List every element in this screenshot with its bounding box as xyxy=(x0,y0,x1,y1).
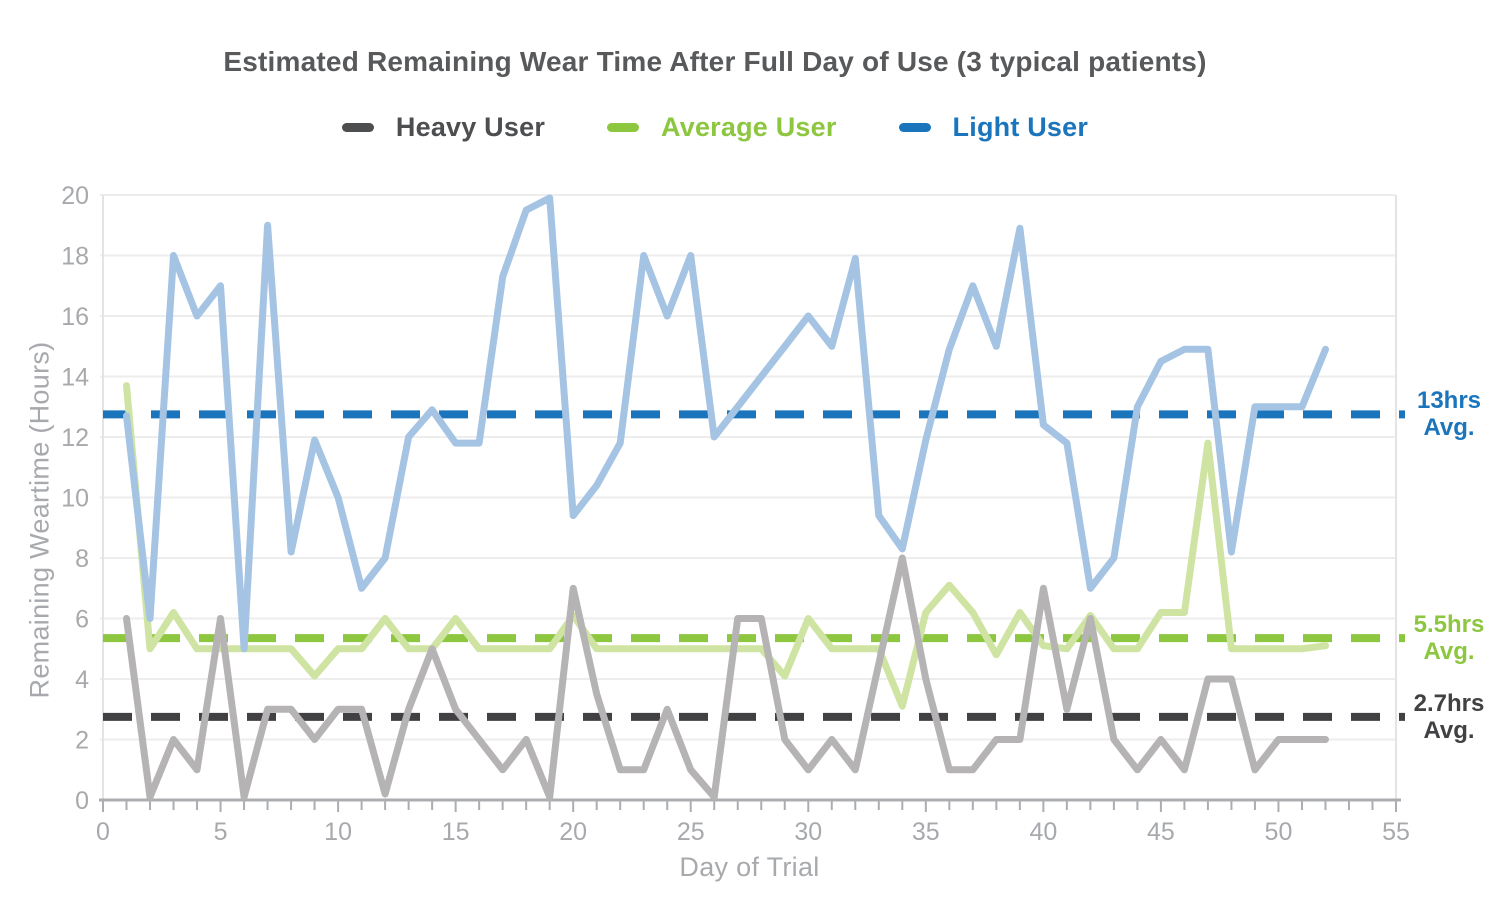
x-tick-label-50: 50 xyxy=(1265,818,1293,846)
y-tick-label-14: 14 xyxy=(61,364,89,392)
avg-label-value: 2.7hrs xyxy=(1413,689,1485,717)
avg-label-value: 13hrs xyxy=(1416,387,1482,415)
y-tick-label-6: 6 xyxy=(75,606,89,634)
x-tick-label-55: 55 xyxy=(1382,818,1410,846)
x-tick-label-20: 20 xyxy=(559,818,587,846)
x-tick-label-35: 35 xyxy=(912,818,940,846)
y-tick-label-12: 12 xyxy=(61,424,89,452)
legend-label: Light User xyxy=(952,112,1089,142)
legend-item-average-user: Average User xyxy=(607,112,837,143)
x-tick-label-10: 10 xyxy=(324,818,352,846)
y-axis-title: Remaining Weartime (Hours) xyxy=(24,341,55,699)
legend-label: Heavy User xyxy=(395,112,546,142)
y-tick-label-4: 4 xyxy=(75,666,89,694)
y-tick-label-10: 10 xyxy=(61,485,89,513)
x-tick-label-15: 15 xyxy=(442,818,470,846)
legend-swatch-icon xyxy=(341,123,374,132)
avg-label-13hrs: 13hrs Avg. xyxy=(1406,387,1492,441)
avg-label-suffix: Avg. xyxy=(1423,638,1475,666)
x-axis-title: Day of Trial xyxy=(679,852,820,882)
avg-label-value: 5.5hrs xyxy=(1413,611,1485,639)
y-tick-label-16: 16 xyxy=(61,303,89,331)
legend-swatch-icon xyxy=(607,123,640,132)
legend-item-light-user: Light User xyxy=(898,112,1089,143)
x-tick-label-25: 25 xyxy=(677,818,705,846)
legend-swatch-icon xyxy=(898,123,931,132)
avg-label-suffix: Avg. xyxy=(1423,414,1475,442)
avg-label-2-7hrs: 2.7hrs Avg. xyxy=(1406,690,1492,744)
series-line-light-user xyxy=(123,194,1329,653)
y-tick-label-0: 0 xyxy=(75,787,89,815)
avg-label-5-5hrs: 5.5hrs Avg. xyxy=(1406,611,1492,665)
legend-item-heavy-user: Heavy User xyxy=(341,112,546,143)
x-tick-label-0: 0 xyxy=(96,818,110,846)
x-tick-label-40: 40 xyxy=(1029,818,1057,846)
x-tick-label-45: 45 xyxy=(1147,818,1175,846)
y-tick-label-20: 20 xyxy=(61,182,89,210)
avg-label-suffix: Avg. xyxy=(1423,716,1475,744)
y-tick-label-2: 2 xyxy=(75,727,89,755)
x-tick-label-5: 5 xyxy=(214,818,228,846)
legend-label: Average User xyxy=(661,112,837,142)
y-tick-label-8: 8 xyxy=(75,545,89,573)
series-line-heavy-user xyxy=(123,554,1329,801)
y-tick-label-18: 18 xyxy=(61,243,89,271)
chart-title: Estimated Remaining Wear Time After Full… xyxy=(223,46,1207,77)
legend: Heavy User Average User Light User xyxy=(0,112,1430,143)
x-tick-label-30: 30 xyxy=(794,818,822,846)
series-line-average-user xyxy=(123,382,1329,710)
